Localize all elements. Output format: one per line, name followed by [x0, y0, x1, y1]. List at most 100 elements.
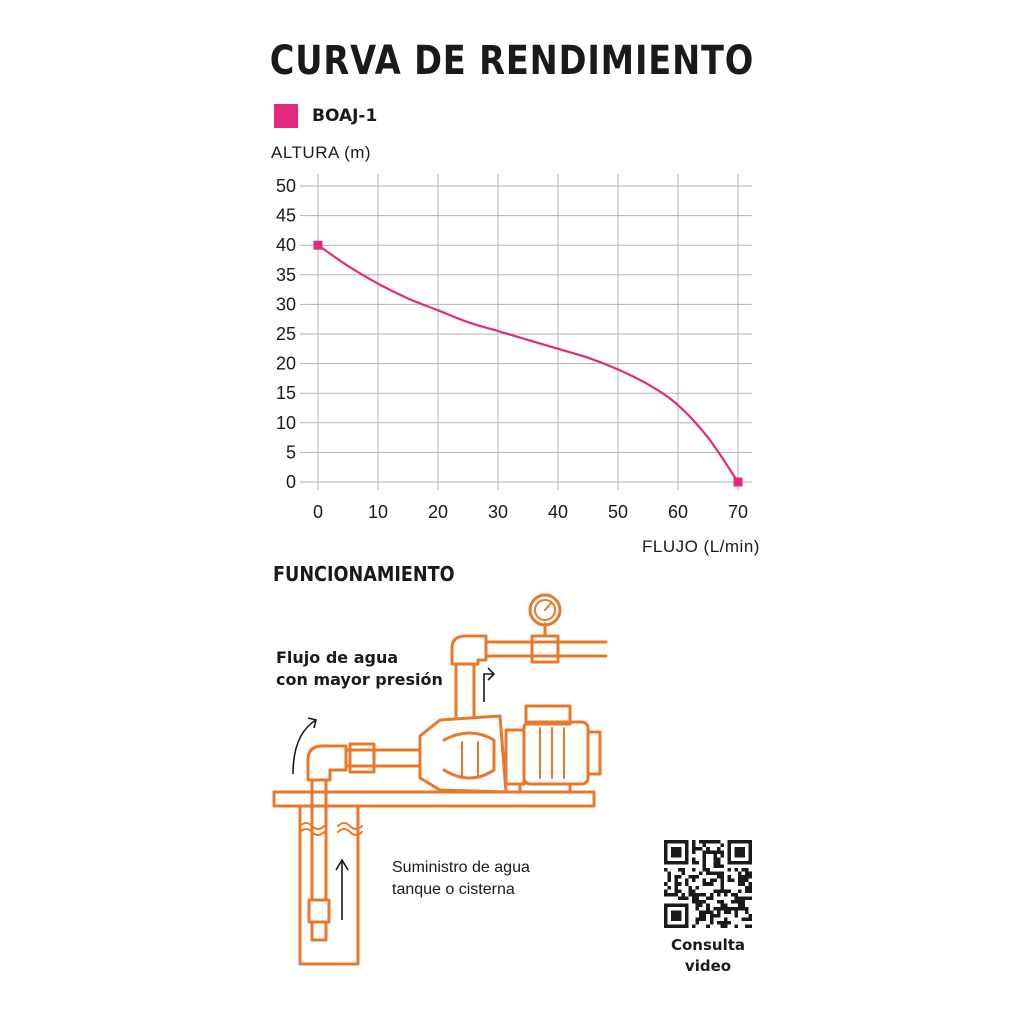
water-tank: [298, 804, 360, 966]
qr-module: [737, 896, 742, 900]
qr-module: [695, 892, 700, 897]
qr-module: [702, 882, 707, 886]
qr-module: [734, 924, 738, 928]
qr-module: [702, 843, 707, 848]
qr-module: [664, 913, 668, 918]
qr-module: [713, 861, 717, 865]
y-tick-label: 15: [276, 383, 296, 403]
qr-module: [737, 875, 742, 879]
x-tick-label: 20: [428, 502, 448, 522]
qr-module: [671, 892, 675, 897]
qr-module: [702, 854, 707, 858]
qr-module: [748, 850, 752, 855]
qr-module: [706, 840, 710, 844]
ground-slab: [272, 790, 596, 808]
qr-module: [720, 878, 724, 883]
qr-module: [716, 920, 721, 925]
qr-module: [681, 868, 686, 872]
qr-module: [720, 899, 724, 904]
qr-module: [692, 924, 696, 928]
qr-module: [678, 847, 682, 851]
qr-module: [706, 924, 710, 928]
qr-module: [671, 917, 675, 921]
qr-caption-line1: Consulta: [670, 936, 746, 954]
qr-module: [727, 840, 731, 844]
qr-module: [678, 861, 682, 865]
qr-module: [737, 882, 742, 886]
qr-module: [737, 899, 742, 904]
qr-module: [748, 854, 752, 858]
qr-module: [702, 868, 707, 872]
qr-module: [720, 871, 724, 876]
pump-volute: [442, 731, 496, 780]
qr-module: [692, 875, 696, 879]
qr-module: [678, 913, 682, 918]
qr-module: [674, 889, 679, 893]
qr-module: [667, 875, 672, 879]
qr-module: [744, 889, 749, 893]
qr-module: [737, 889, 742, 893]
qr-module: [664, 850, 668, 855]
y-tick-label: 40: [276, 235, 296, 255]
qr-module: [720, 924, 724, 928]
x-tick-label: 0: [313, 502, 323, 522]
qr-module: [664, 843, 668, 848]
qr-module: [699, 917, 703, 921]
gauge-dial: [534, 599, 556, 621]
qr-module: [678, 840, 682, 844]
qr-module: [748, 885, 752, 890]
qr-module: [716, 889, 721, 893]
qr-module: [685, 847, 689, 851]
qr-module: [685, 882, 689, 886]
qr-module: [716, 892, 721, 897]
qr-module: [699, 913, 703, 918]
qr-module: [702, 850, 707, 855]
qr-module: [678, 875, 682, 879]
qr-module: [734, 847, 738, 851]
qr-module: [744, 861, 749, 865]
qr-module: [674, 917, 679, 921]
qr-module: [748, 913, 752, 918]
qr-module: [730, 878, 735, 883]
qr-module: [678, 917, 682, 921]
qr-module: [716, 913, 721, 918]
qr-module: [671, 861, 675, 865]
qr-module: [727, 868, 731, 872]
gauge-needle: [544, 602, 552, 611]
qr-module: [695, 917, 700, 921]
qr-module: [678, 896, 682, 900]
supply-label-line1: Suministro de agua: [392, 859, 530, 876]
qr-module: [744, 871, 749, 876]
qr-module: [685, 920, 689, 925]
qr-module: [737, 850, 742, 855]
qr-module: [692, 847, 696, 851]
qr-module: [678, 924, 682, 928]
qr-module: [685, 924, 689, 928]
qr-module: [727, 861, 731, 865]
qr-module: [685, 878, 689, 883]
qr-code[interactable]: [664, 840, 752, 928]
qr-module: [667, 892, 672, 897]
qr-module: [720, 875, 724, 879]
qr-module: [685, 843, 689, 848]
qr-module: [709, 871, 714, 876]
qr-module: [744, 868, 749, 872]
qr-module: [702, 913, 707, 918]
qr-module: [702, 899, 707, 904]
qr-module: [727, 847, 731, 851]
qr-module: [737, 906, 742, 911]
qr-module: [695, 920, 700, 925]
qr-module: [699, 871, 703, 876]
chart-legend: BOAJ-1: [274, 103, 377, 129]
qr-module: [692, 892, 696, 897]
qr-module: [720, 843, 724, 848]
motor-fins: [539, 727, 565, 779]
pipe-coupling: [348, 742, 376, 774]
qr-module: [667, 878, 672, 883]
qr-module: [692, 889, 696, 893]
qr-module: [706, 896, 710, 900]
qr-module: [723, 917, 728, 921]
qr-caption: Consulta video: [654, 935, 762, 977]
qr-module: [706, 847, 710, 851]
qr-module: [727, 920, 731, 925]
